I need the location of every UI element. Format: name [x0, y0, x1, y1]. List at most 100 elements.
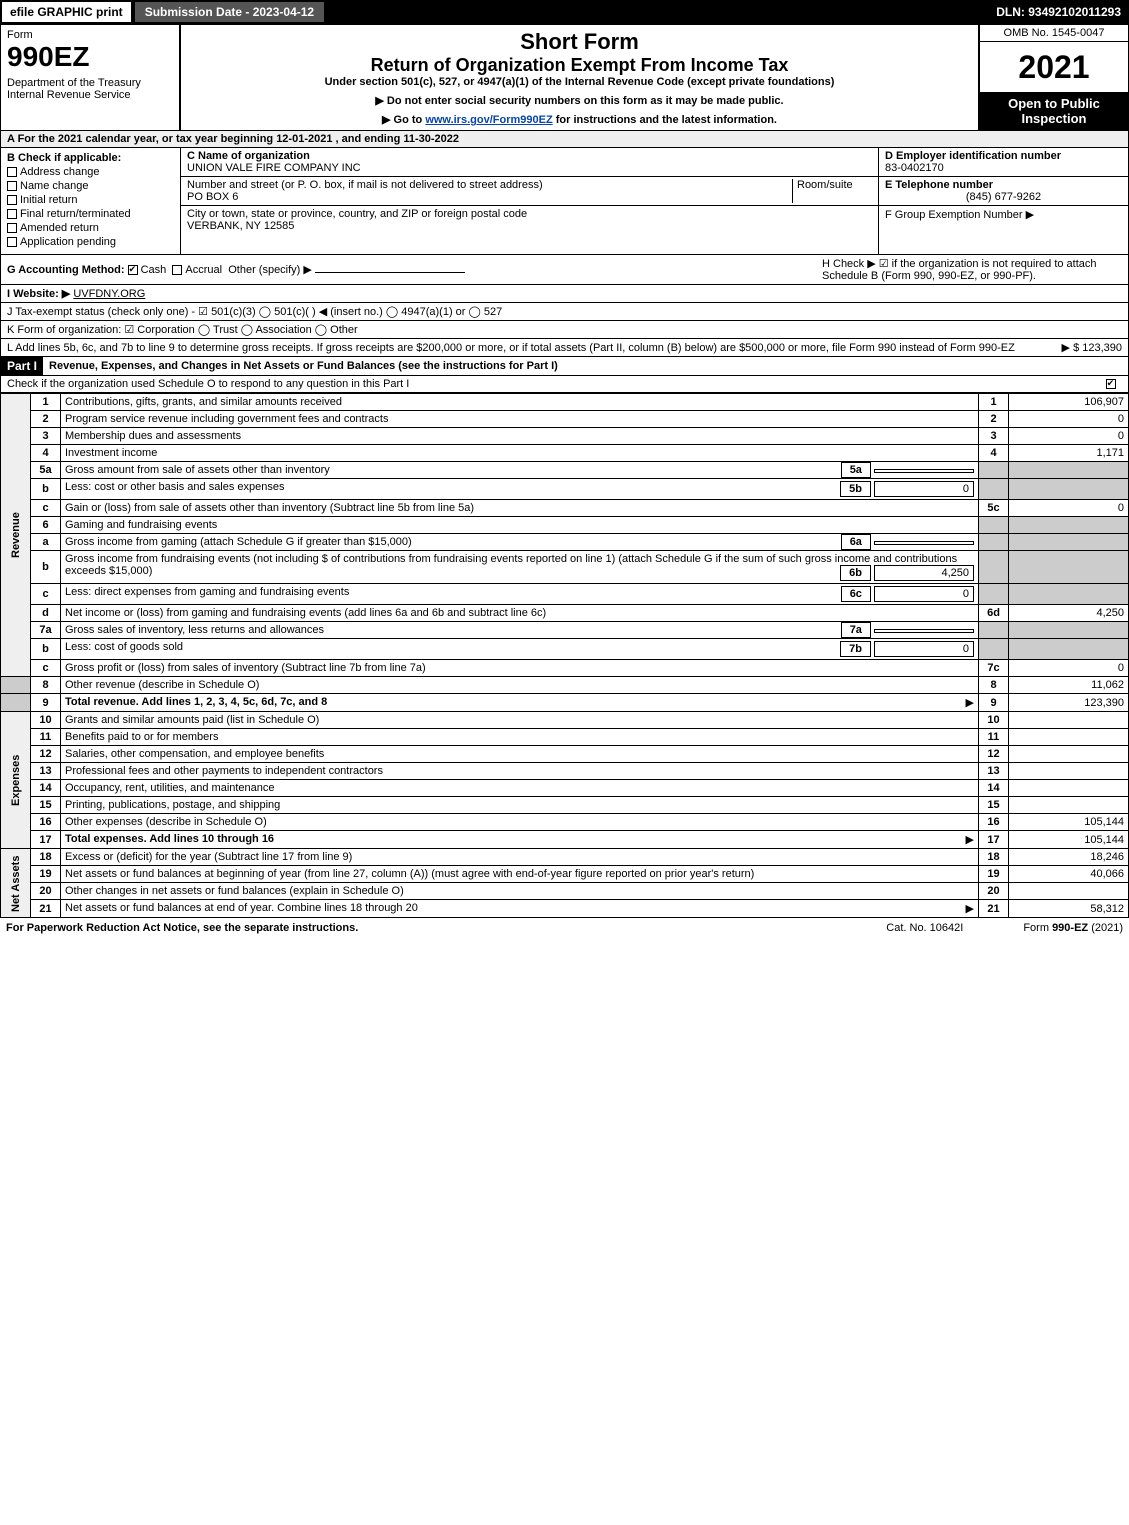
website-label: I Website: ▶	[7, 287, 70, 300]
line-6c-subnum: 6c	[841, 586, 871, 602]
line-20-val	[1009, 883, 1129, 900]
line-11-num: 11	[979, 729, 1009, 746]
b-head: B Check if applicable:	[7, 152, 121, 164]
other-label: Other (specify) ▶	[228, 264, 312, 276]
line-14-num: 14	[979, 780, 1009, 797]
line-6a-subnum: 6a	[841, 534, 871, 550]
line-18-num: 18	[979, 849, 1009, 866]
line-12-num: 12	[979, 746, 1009, 763]
line-7c-val: 0	[1009, 660, 1129, 677]
chk-initial-return[interactable]: Initial return	[7, 194, 174, 206]
line-11-val	[1009, 729, 1129, 746]
omb-number: OMB No. 1545-0047	[980, 25, 1128, 42]
side-revenue: Revenue	[1, 394, 31, 677]
line-13-desc: Professional fees and other payments to …	[61, 763, 979, 780]
irs-link[interactable]: www.irs.gov/Form990EZ	[425, 114, 552, 126]
line-16-desc: Other expenses (describe in Schedule O)	[61, 814, 979, 831]
public-inspection-badge: Open to Public Inspection	[980, 92, 1128, 130]
line-6d-desc: Net income or (loss) from gaming and fun…	[61, 605, 979, 622]
line-19-desc: Net assets or fund balances at beginning…	[61, 866, 979, 883]
line-5b-subnum: 5b	[840, 481, 871, 497]
line-1-num: 1	[979, 394, 1009, 411]
chk-final-return[interactable]: Final return/terminated	[7, 208, 174, 220]
line-9-val: 123,390	[1009, 694, 1129, 712]
group-exemption-label: F Group Exemption Number ▶	[885, 209, 1034, 221]
line-8-val: 11,062	[1009, 677, 1129, 694]
line-5a-subval	[874, 469, 974, 473]
note-link: ▶ Go to www.irs.gov/Form990EZ for instru…	[189, 113, 970, 126]
line-3-num: 3	[979, 428, 1009, 445]
line-4-val: 1,171	[1009, 445, 1129, 462]
line-21-desc: Net assets or fund balances at end of ye…	[65, 902, 418, 914]
line-10-desc: Grants and similar amounts paid (list in…	[61, 712, 979, 729]
chk-accrual[interactable]	[172, 265, 182, 275]
chk-application-pending[interactable]: Application pending	[7, 236, 174, 248]
section-bcd: B Check if applicable: Address change Na…	[0, 148, 1129, 255]
accrual-label: Accrual	[185, 264, 222, 276]
org-address: PO BOX 6	[187, 191, 792, 203]
cash-label: Cash	[141, 264, 167, 276]
footer-left: For Paperwork Reduction Act Notice, see …	[6, 922, 886, 934]
line-21-num: 21	[979, 900, 1009, 918]
subtitle: Under section 501(c), 527, or 4947(a)(1)…	[189, 76, 970, 88]
org-name: UNION VALE FIRE COMPANY INC	[187, 162, 872, 174]
side-expenses: Expenses	[1, 712, 31, 849]
short-form-title: Short Form	[189, 29, 970, 55]
form-label: Form	[7, 29, 173, 41]
g-label: G Accounting Method:	[7, 264, 125, 276]
line-6a-desc: Gross income from gaming (attach Schedul…	[65, 536, 412, 548]
website-value[interactable]: UVFDNY.ORG	[73, 288, 145, 300]
line-16-val: 105,144	[1009, 814, 1129, 831]
line-5c-desc: Gain or (loss) from sale of assets other…	[61, 500, 979, 517]
part-i-header: Part I Revenue, Expenses, and Changes in…	[0, 357, 1129, 376]
chk-name-change[interactable]: Name change	[7, 180, 174, 192]
schedule-o-checkbox[interactable]	[1106, 379, 1116, 389]
line-1-val: 106,907	[1009, 394, 1129, 411]
form-number: 990EZ	[7, 41, 173, 73]
chk-cash[interactable]	[128, 265, 138, 275]
chk-address-change[interactable]: Address change	[7, 166, 174, 178]
line-17-val: 105,144	[1009, 831, 1129, 849]
side-net-assets: Net Assets	[1, 849, 31, 918]
top-bar: efile GRAPHIC print Submission Date - 20…	[0, 0, 1129, 24]
note-ssn: ▶ Do not enter social security numbers o…	[189, 94, 970, 107]
chk-amended-return[interactable]: Amended return	[7, 222, 174, 234]
line-7c-desc: Gross profit or (loss) from sales of inv…	[61, 660, 979, 677]
room-suite-label: Room/suite	[792, 179, 872, 203]
part-i-check: Check if the organization used Schedule …	[0, 376, 1129, 393]
line-15-num: 15	[979, 797, 1009, 814]
line-17-num: 17	[979, 831, 1009, 849]
section-k: K Form of organization: ☑ Corporation ◯ …	[0, 321, 1129, 339]
line-14-desc: Occupancy, rent, utilities, and maintena…	[61, 780, 979, 797]
line-3-desc: Membership dues and assessments	[61, 428, 979, 445]
line-19-num: 19	[979, 866, 1009, 883]
line-7b-subval: 0	[874, 641, 974, 657]
line-6c-desc: Less: direct expenses from gaming and fu…	[65, 586, 349, 598]
part-i-label: Part I	[1, 357, 43, 375]
line-7b-desc: Less: cost of goods sold	[65, 641, 183, 653]
line-2-desc: Program service revenue including govern…	[61, 411, 979, 428]
footer-right: Form 990-EZ (2021)	[1023, 922, 1123, 934]
ein-label: D Employer identification number	[885, 150, 1061, 162]
efile-print-button[interactable]: efile GRAPHIC print	[0, 0, 133, 24]
line-5b-desc: Less: cost or other basis and sales expe…	[65, 481, 285, 493]
c-city-label: City or town, state or province, country…	[187, 208, 872, 220]
section-j: J Tax-exempt status (check only one) - ☑…	[0, 303, 1129, 321]
section-l: L Add lines 5b, 6c, and 7b to line 9 to …	[0, 339, 1129, 357]
line-5c-val: 0	[1009, 500, 1129, 517]
line-2-num: 2	[979, 411, 1009, 428]
line-9-desc: Total revenue. Add lines 1, 2, 3, 4, 5c,…	[65, 696, 327, 708]
section-h: H Check ▶ ☑ if the organization is not r…	[822, 257, 1122, 282]
line-6-desc: Gaming and fundraising events	[61, 517, 979, 534]
line-5c-num: 5c	[979, 500, 1009, 517]
c-addr-label: Number and street (or P. O. box, if mail…	[187, 179, 792, 191]
line-5b-subval: 0	[874, 481, 974, 497]
part-i-title: Revenue, Expenses, and Changes in Net As…	[49, 360, 558, 372]
footer: For Paperwork Reduction Act Notice, see …	[0, 918, 1129, 938]
line-19-val: 40,066	[1009, 866, 1129, 883]
submission-date: Submission Date - 2023-04-12	[133, 0, 326, 24]
section-gh: G Accounting Method: Cash Accrual Other …	[0, 255, 1129, 285]
header-mid: Short Form Return of Organization Exempt…	[181, 25, 978, 130]
section-b: B Check if applicable: Address change Na…	[1, 148, 181, 254]
line-10-val	[1009, 712, 1129, 729]
